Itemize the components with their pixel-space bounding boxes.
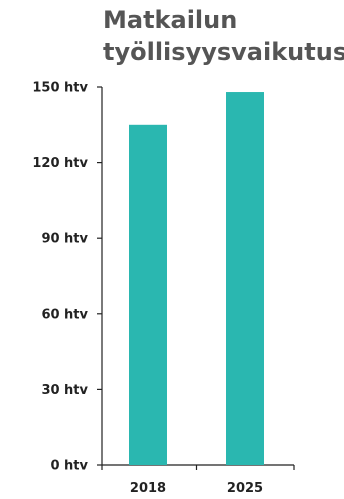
y-axis: 0 htv 30 htv 60 htv 90 htv 120 htv 150 htv [32,81,102,474]
y-tick-label-90: 90 htv [41,232,88,247]
x-tick-label-2018: 2018 [130,481,166,496]
y-tick-label-60: 60 htv [41,307,88,322]
bar-2025 [226,92,264,465]
x-axis: 2018 2025 [102,465,294,496]
x-tick-label-2025: 2025 [227,481,263,496]
bars [129,92,264,465]
y-tick-label-0: 0 htv [50,459,88,474]
bar-2018 [129,125,167,465]
y-tick-label-30: 30 htv [41,383,88,398]
y-tick-label-120: 120 htv [32,156,88,171]
y-tick-label-150: 150 htv [32,81,88,96]
